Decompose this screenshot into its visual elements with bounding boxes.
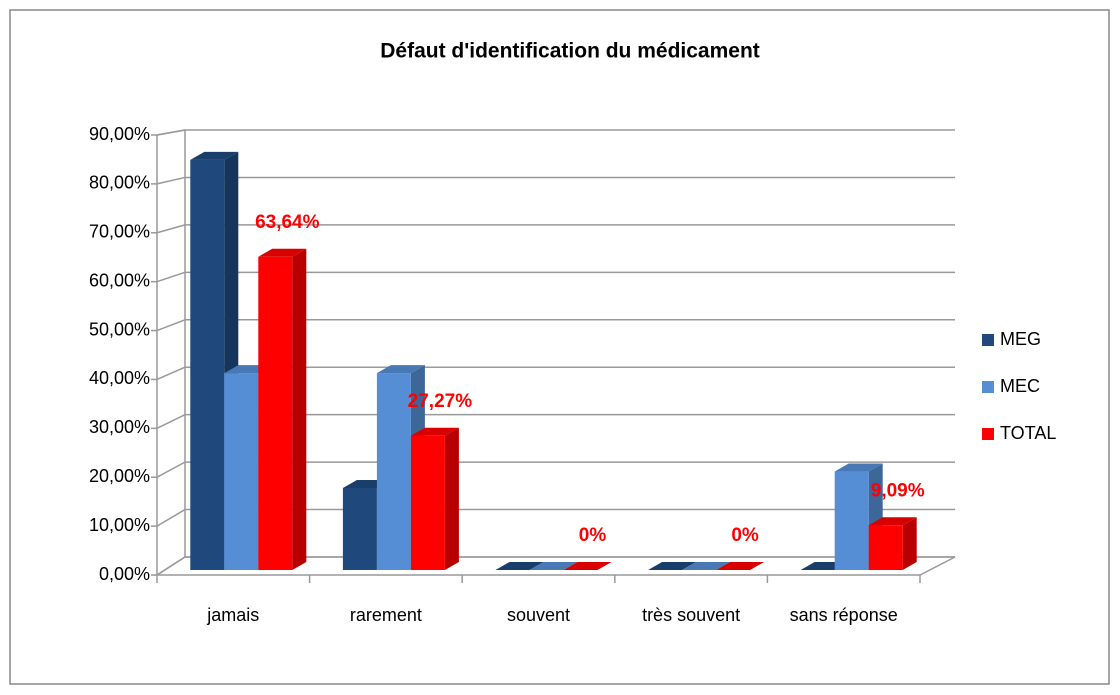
bar-top xyxy=(529,562,578,570)
bar-top xyxy=(868,517,917,526)
bar xyxy=(834,471,869,570)
y-tick-label: 60,00% xyxy=(89,270,150,290)
chart-border xyxy=(9,9,1110,685)
x-tick-label: rarement xyxy=(350,605,422,625)
floor xyxy=(154,556,956,576)
grid-line xyxy=(156,224,186,234)
y-tick-label: 0,00% xyxy=(99,564,150,584)
bar-top xyxy=(716,562,765,570)
bar-side xyxy=(902,517,917,570)
x-tick-label: souvent xyxy=(507,605,570,625)
y-tick-label: 80,00% xyxy=(89,173,150,193)
legend-swatch xyxy=(982,334,994,346)
y-tick-label: 30,00% xyxy=(89,417,150,437)
bar xyxy=(190,159,225,570)
bar-top xyxy=(376,365,425,374)
grid-line xyxy=(156,413,186,430)
bar xyxy=(224,373,259,570)
bar xyxy=(258,256,293,570)
data-label: 0% xyxy=(579,525,607,546)
bar-top xyxy=(258,248,307,257)
y-tick-label: 10,00% xyxy=(89,515,150,535)
x-tick-label: sans réponse xyxy=(790,605,898,625)
grid-line xyxy=(156,461,186,478)
bar-top xyxy=(682,562,731,570)
bar xyxy=(410,435,445,570)
data-label: 0% xyxy=(731,525,759,546)
legend-label: TOTAL xyxy=(1000,423,1056,443)
y-tick-label: 50,00% xyxy=(89,319,150,339)
grid-line xyxy=(156,129,186,136)
legend-swatch xyxy=(982,428,994,440)
grid-line xyxy=(156,271,186,283)
legend-label: MEC xyxy=(1000,376,1040,396)
chart-title: Défaut d'identification du médicament xyxy=(380,40,760,63)
bar-top xyxy=(190,151,239,160)
bar-top xyxy=(495,562,544,570)
grid-line xyxy=(156,508,186,527)
grid-line xyxy=(156,366,186,381)
bar-side xyxy=(444,427,459,570)
bar xyxy=(376,373,411,570)
x-tick-label: jamais xyxy=(206,605,259,625)
data-label: 63,64% xyxy=(255,212,320,233)
bar-top xyxy=(648,562,697,570)
y-tick-label: 70,00% xyxy=(89,222,150,242)
bar xyxy=(868,525,903,570)
bar-top xyxy=(563,562,612,570)
y-tick-label: 20,00% xyxy=(89,466,150,486)
legend-label: MEG xyxy=(1000,329,1041,349)
grid-line xyxy=(156,319,186,332)
y-tick-label: 90,00% xyxy=(89,124,150,144)
x-tick-label: très souvent xyxy=(642,605,740,625)
bar-side xyxy=(292,248,307,571)
data-label: 9,09% xyxy=(871,480,925,501)
bar xyxy=(342,487,377,570)
bar-top xyxy=(834,463,883,472)
bar-top xyxy=(410,427,459,436)
y-tick-label: 40,00% xyxy=(89,368,150,388)
data-label: 27,27% xyxy=(408,391,473,412)
legend-swatch xyxy=(982,381,994,393)
grid-line xyxy=(156,176,186,185)
